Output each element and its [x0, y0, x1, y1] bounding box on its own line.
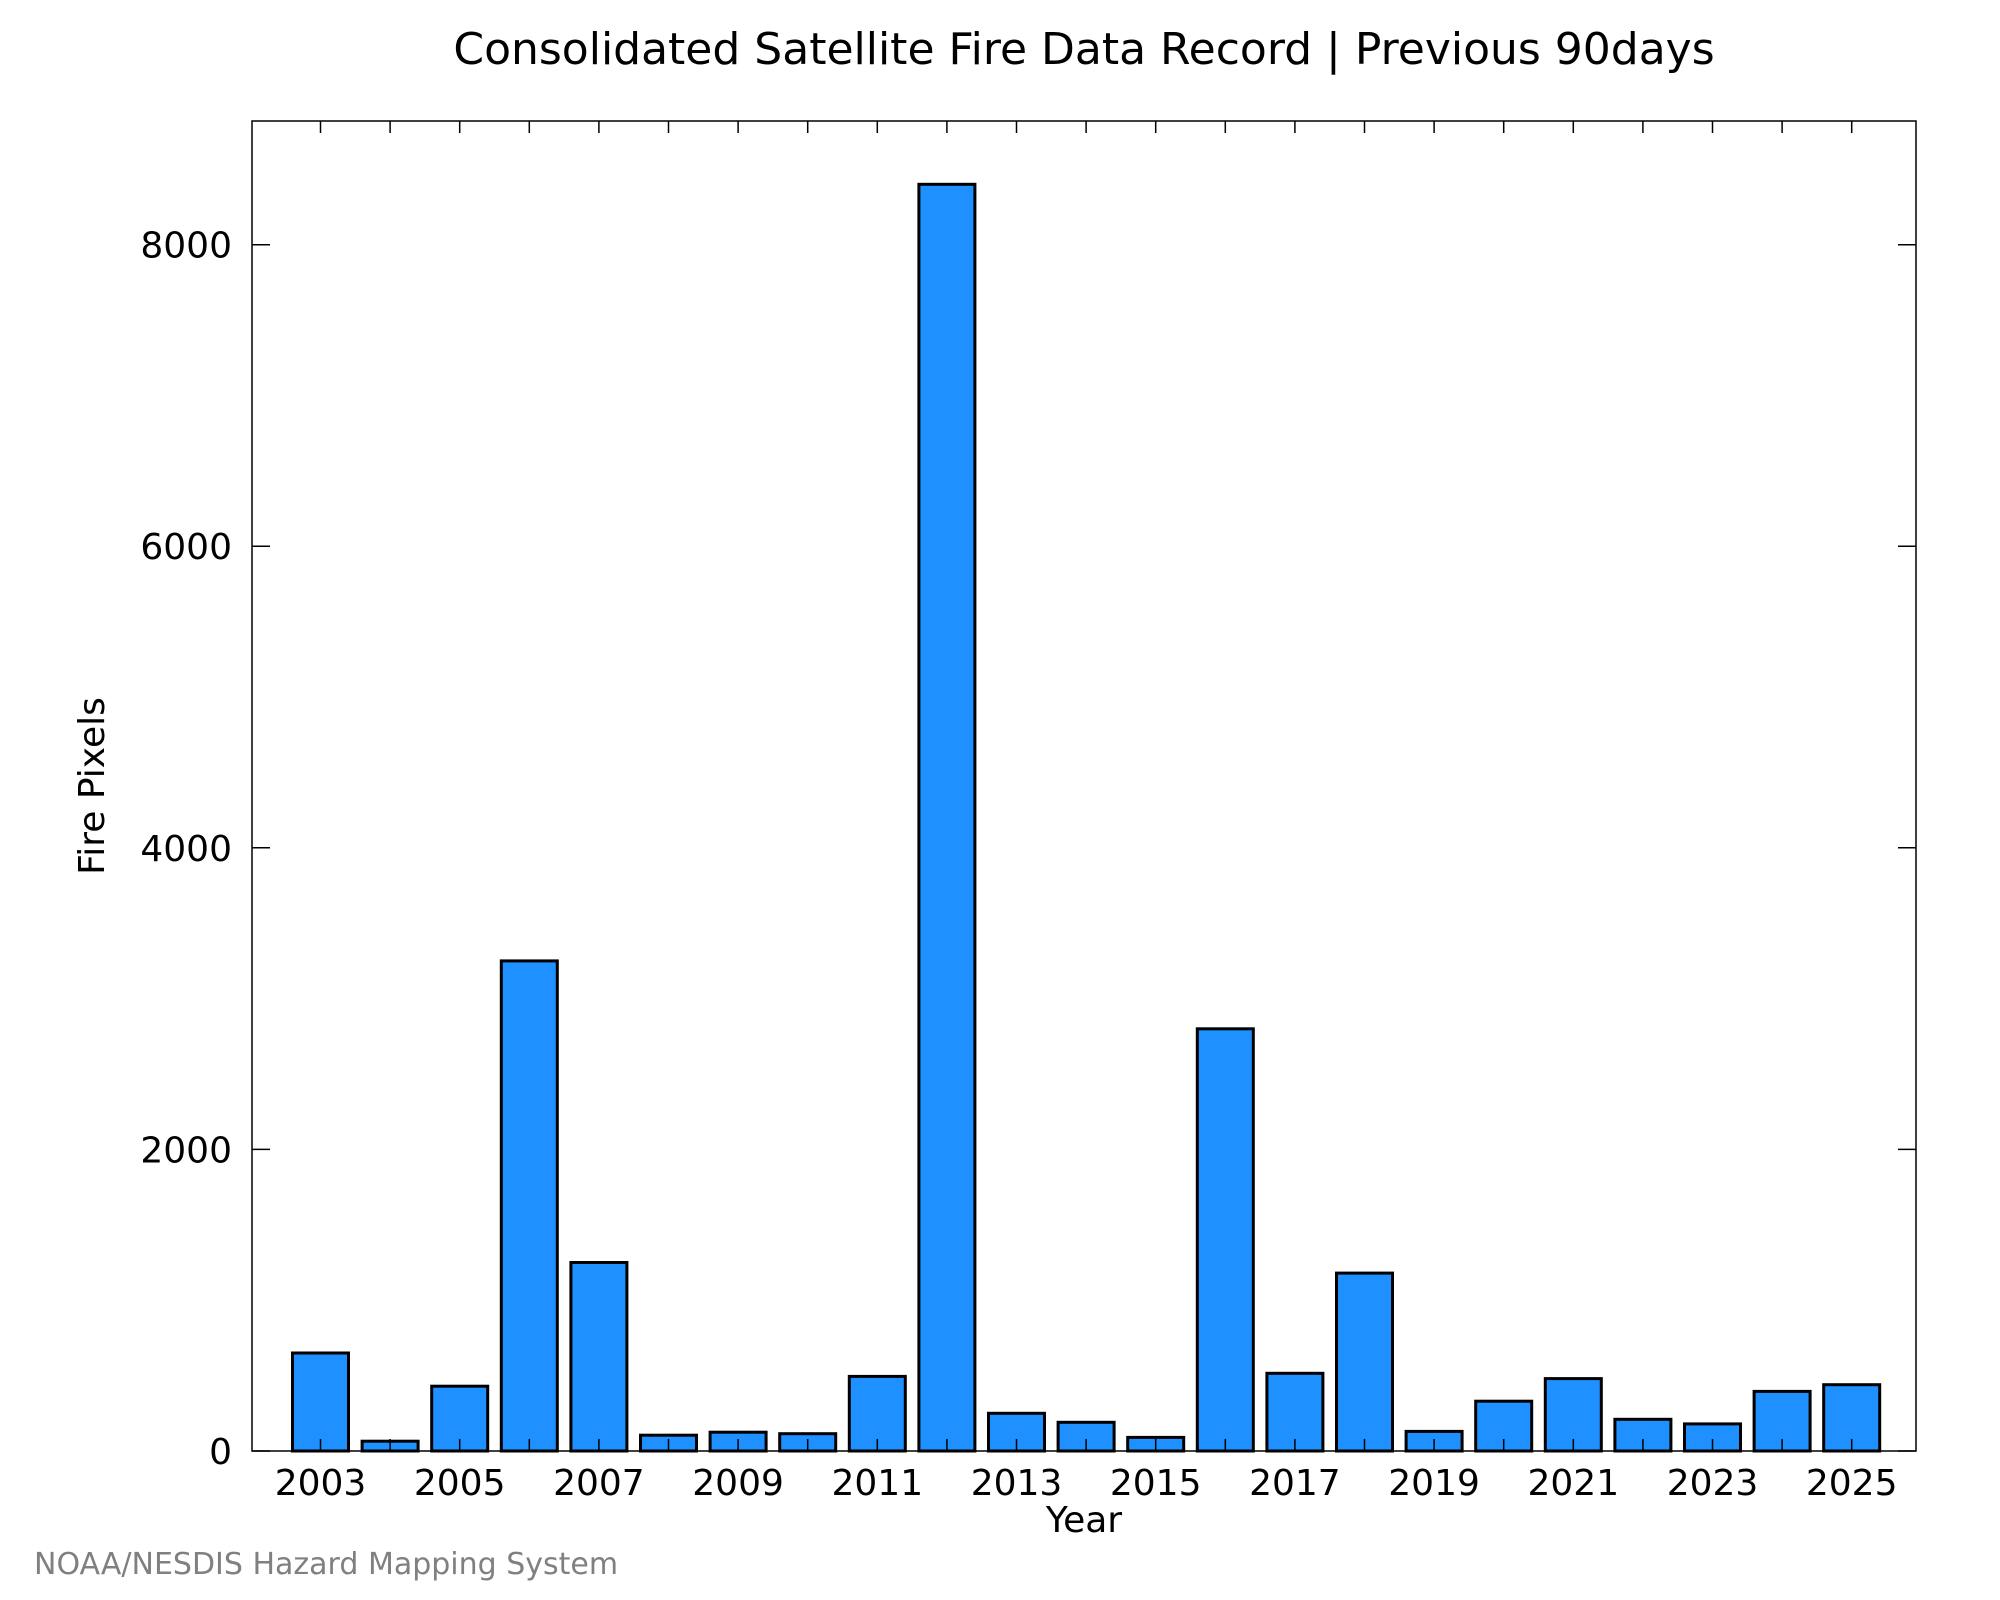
x-tick-label-2005: 2005: [414, 1463, 506, 1504]
x-tick-label-2023: 2023: [1667, 1463, 1759, 1504]
bar-2016: [1195, 1027, 1255, 1453]
bar-2007: [569, 1261, 629, 1453]
y-tick-label-6000: 6000: [140, 527, 232, 568]
x-tick-label-2003: 2003: [275, 1463, 367, 1504]
credit-text: NOAA/NESDIS Hazard Mapping System: [34, 1547, 618, 1582]
bar-2012: [917, 182, 977, 1453]
x-tick-label-2017: 2017: [1249, 1463, 1341, 1504]
x-tick-label-2011: 2011: [831, 1463, 923, 1504]
bar-2017: [1265, 1371, 1325, 1453]
bars-group: [291, 182, 1882, 1453]
y-tick-label-4000: 4000: [140, 829, 232, 870]
bar-2018: [1335, 1271, 1394, 1453]
bar-2022: [1613, 1417, 1673, 1453]
x-tick-label-2019: 2019: [1388, 1463, 1480, 1504]
x-tick-label-2025: 2025: [1806, 1463, 1898, 1504]
bar-2005: [430, 1384, 490, 1453]
x-tick-label-2021: 2021: [1527, 1463, 1619, 1504]
x-tick-label-2013: 2013: [971, 1463, 1063, 1504]
x-tick-label-2007: 2007: [553, 1463, 645, 1504]
x-tick-label-2009: 2009: [692, 1463, 784, 1504]
x-tick-label-2015: 2015: [1110, 1463, 1202, 1504]
axis-ticks-group: 2003 2005 2007 2009 2011 2013 2015 2017 2019 2021…: [140, 121, 1916, 1504]
y-tick-label-2000: 2000: [140, 1130, 232, 1171]
y-axis-label: Fire Pixels: [72, 697, 113, 875]
y-tick-label-8000: 8000: [140, 226, 232, 267]
bar-2006: [499, 959, 559, 1453]
bar-2011: [847, 1374, 907, 1453]
y-tick-label-0: 0: [209, 1432, 232, 1473]
chart-title: Consolidated Satellite Fire Data Record …: [453, 24, 1714, 75]
x-axis-label: Year: [1045, 1500, 1122, 1541]
plot-frame: [251, 120, 1917, 1452]
bar-2003: [291, 1351, 350, 1453]
